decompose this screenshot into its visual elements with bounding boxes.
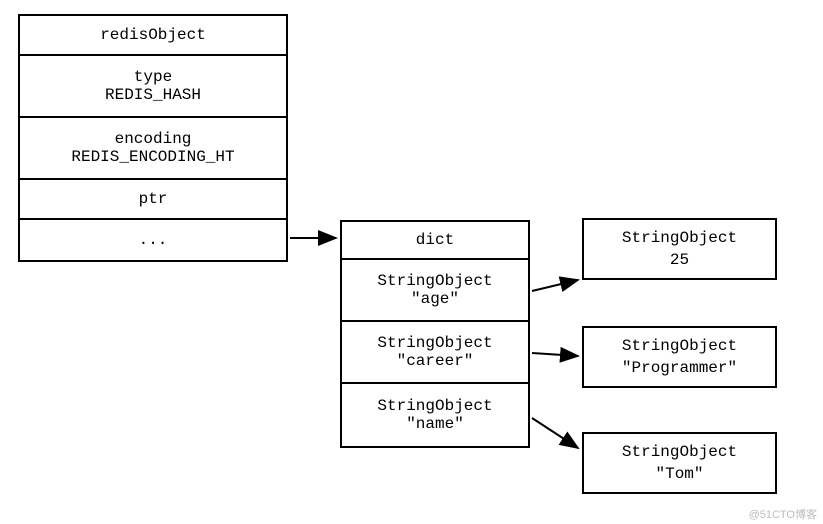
redis-object-box: redisObject type REDIS_HASH encoding RED… [18,14,288,262]
dict-header-text: dict [416,231,454,249]
value-career-type: StringObject [622,335,737,357]
redis-object-ellipsis-cell: ... [20,220,286,260]
arrow-age-to-value [532,280,578,291]
value-career-box: StringObject "Programmer" [582,326,777,388]
dict-key-age-cell: StringObject "age" [342,260,528,322]
dict-key-name-type: StringObject [377,397,492,415]
value-age-value: 25 [670,249,689,271]
dict-key-name-cell: StringObject "name" [342,384,528,446]
redis-object-encoding-cell: encoding REDIS_ENCODING_HT [20,118,286,180]
redis-object-type-label: type [134,68,172,86]
value-name-box: StringObject "Tom" [582,432,777,494]
dict-key-age-type: StringObject [377,272,492,290]
redis-object-header-text: redisObject [100,26,206,44]
watermark-text: @51CTO博客 [749,506,817,522]
value-age-type: StringObject [622,227,737,249]
redis-object-encoding-label: encoding [115,130,192,148]
redis-object-type-value: REDIS_HASH [105,86,201,104]
dict-key-career-type: StringObject [377,334,492,352]
value-name-type: StringObject [622,441,737,463]
redis-object-encoding-value: REDIS_ENCODING_HT [71,148,234,166]
dict-key-age-value: "age" [411,290,459,308]
redis-object-ellipsis-label: ... [139,231,168,249]
dict-key-career-value: "career" [397,352,474,370]
value-career-value: "Programmer" [622,357,737,379]
value-name-value: "Tom" [655,463,703,485]
arrow-career-to-value [532,353,578,356]
dict-header-cell: dict [342,222,528,260]
redis-object-type-cell: type REDIS_HASH [20,56,286,118]
dict-box: dict StringObject "age" StringObject "ca… [340,220,530,448]
dict-key-career-cell: StringObject "career" [342,322,528,384]
dict-key-name-value: "name" [406,415,464,433]
value-age-box: StringObject 25 [582,218,777,280]
arrow-name-to-value [532,418,578,448]
redis-object-header: redisObject [20,16,286,56]
redis-object-ptr-label: ptr [139,190,168,208]
redis-object-ptr-cell: ptr [20,180,286,220]
